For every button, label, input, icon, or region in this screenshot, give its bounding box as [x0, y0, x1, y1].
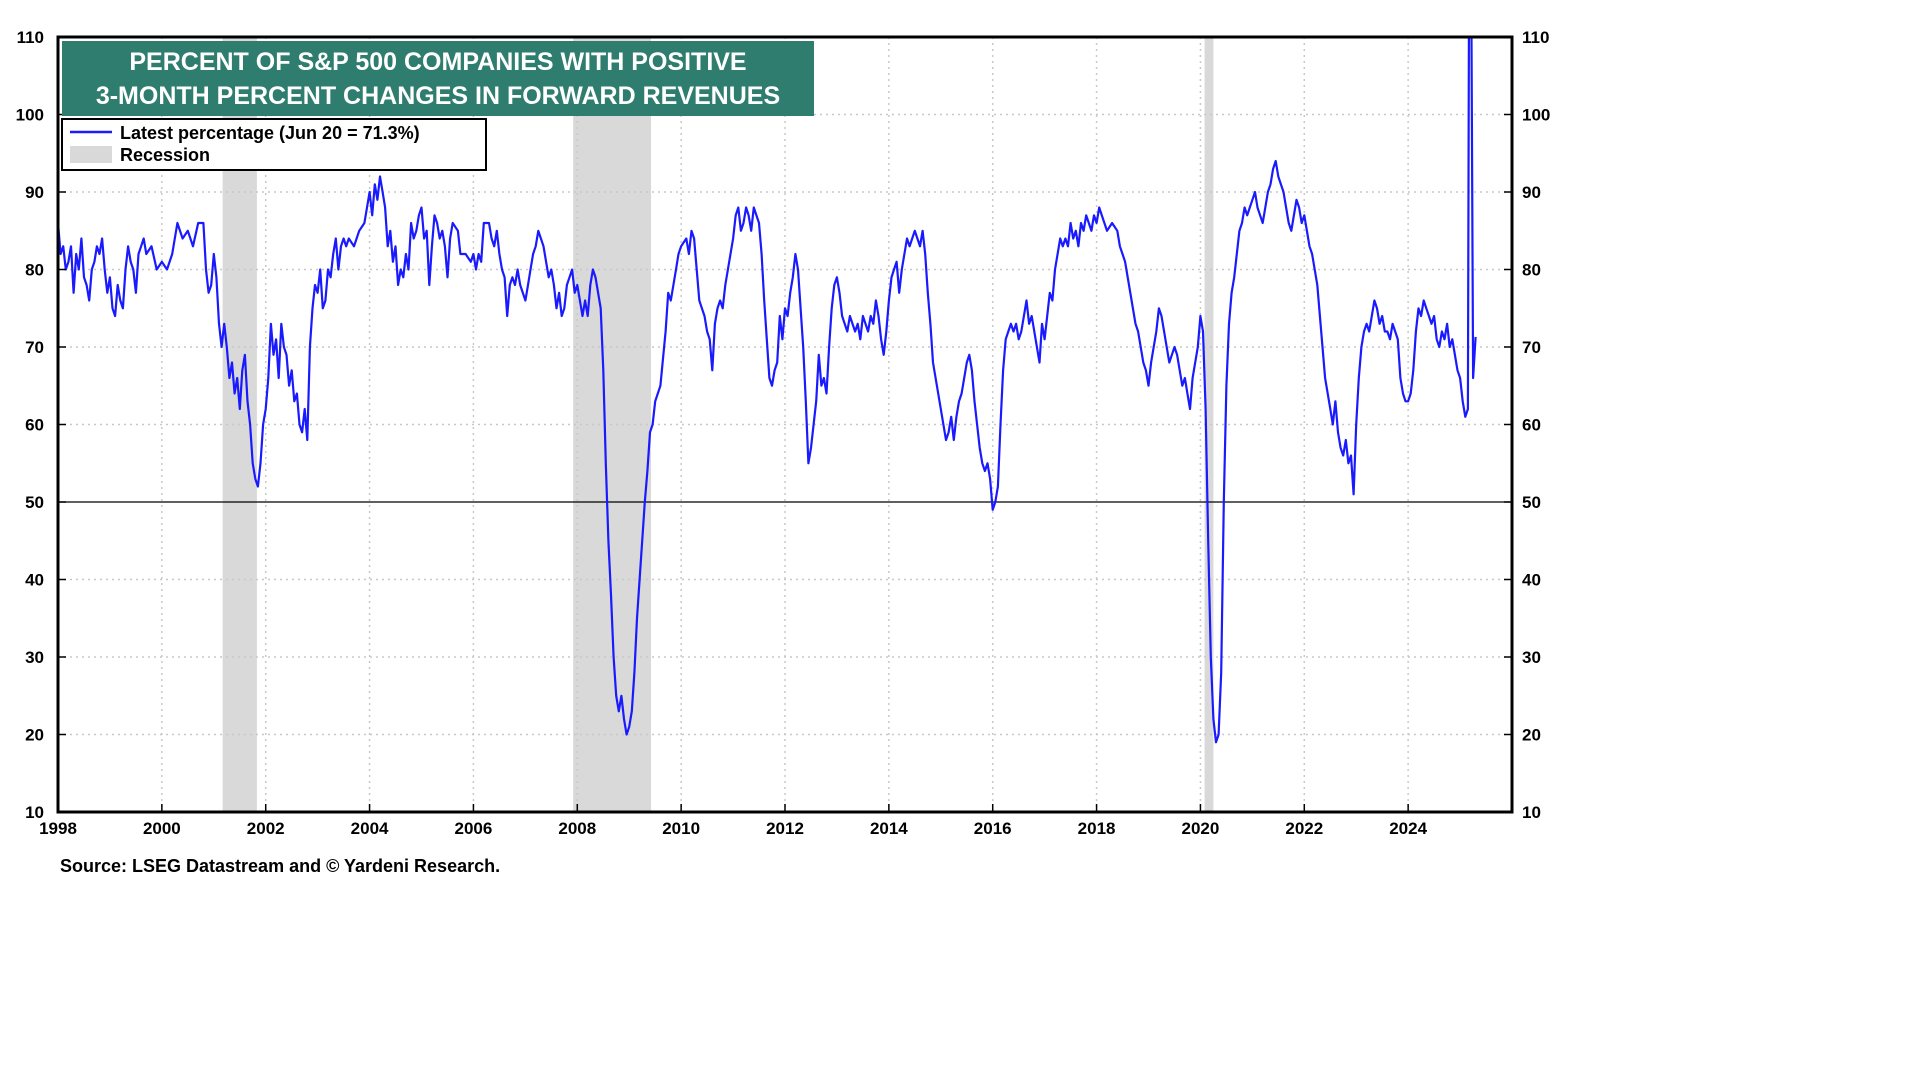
y-left-tick-label-90: 90	[25, 183, 44, 202]
y-left-tick-label-100: 100	[16, 106, 44, 125]
x-tick-label-2002: 2002	[247, 819, 285, 838]
source-note: Source: LSEG Datastream and © Yardeni Re…	[60, 856, 500, 876]
y-right-tick-label-80: 80	[1522, 261, 1541, 280]
y-left-tick-label-30: 30	[25, 648, 44, 667]
recession-band-2	[573, 37, 652, 812]
y-right-tick-label-70: 70	[1522, 338, 1541, 357]
x-tick-label-2014: 2014	[870, 819, 908, 838]
chart: 1998 2000 2002 2004 2006 2008 2010 2012 2014 2016…	[16, 28, 1551, 876]
y-right-tick-label-20: 20	[1522, 726, 1541, 745]
x-tick-label-2020: 2020	[1182, 819, 1220, 838]
y-left-tick-label-60: 60	[25, 416, 44, 435]
y-axis-right-ticks: 10 20 30 40 50 60 70 80 90 100 110	[1504, 28, 1550, 822]
y-left-tick-label-50: 50	[25, 493, 44, 512]
y-right-tick-label-100: 100	[1522, 106, 1550, 125]
recession-band-3	[1204, 37, 1214, 812]
y-right-tick-label-50: 50	[1522, 493, 1541, 512]
x-tick-label-2008: 2008	[558, 819, 596, 838]
legend-item-latest: Latest percentage (Jun 20 = 71.3%)	[120, 123, 420, 143]
legend-box	[61, 118, 487, 171]
y-right-tick-label-110: 110	[1522, 28, 1549, 47]
y-right-tick-label-30: 30	[1522, 648, 1541, 667]
x-tick-label-2004: 2004	[351, 819, 389, 838]
y-left-tick-label-80: 80	[25, 261, 44, 280]
y-right-tick-label-10: 10	[1522, 803, 1541, 822]
x-axis-ticks: 1998 2000 2002 2004 2006 2008 2010 2012 2014 2016…	[39, 804, 1428, 838]
series-line-1	[56, 35, 1477, 744]
x-tick-label-2010: 2010	[662, 819, 700, 838]
y-left-tick-label-10: 10	[25, 803, 44, 822]
x-tick-label-2022: 2022	[1285, 819, 1323, 838]
y-right-tick-label-60: 60	[1522, 416, 1541, 435]
y-right-tick-label-90: 90	[1522, 183, 1541, 202]
series	[56, 35, 1477, 744]
chart-title-box: PERCENT OF S&P 500 COMPANIES WITH POSITI…	[62, 41, 814, 116]
chart-title-line-2: 3-MONTH PERCENT CHANGES IN FORWARD REVEN…	[96, 82, 780, 110]
x-tick-label-2000: 2000	[143, 819, 181, 838]
x-tick-label-2018: 2018	[1078, 819, 1116, 838]
x-tick-label-2024: 2024	[1389, 819, 1427, 838]
legend-item-recession: Recession	[120, 145, 210, 165]
y-left-tick-label-70: 70	[25, 338, 44, 357]
y-left-tick-label-110: 110	[17, 28, 44, 47]
y-right-tick-label-40: 40	[1522, 571, 1541, 590]
legend: Latest percentage (Jun 20 = 71.3%) Reces…	[61, 118, 487, 171]
title-background	[62, 41, 814, 116]
chart-title-line-1: PERCENT OF S&P 500 COMPANIES WITH POSITI…	[129, 48, 746, 76]
x-tick-label-2006: 2006	[455, 819, 493, 838]
legend-recession-swatch	[70, 146, 112, 163]
x-tick-label-2016: 2016	[974, 819, 1012, 838]
y-left-tick-label-20: 20	[25, 726, 44, 745]
x-tick-label-1998: 1998	[39, 819, 77, 838]
x-tick-label-2012: 2012	[766, 819, 804, 838]
y-left-tick-label-40: 40	[25, 571, 44, 590]
